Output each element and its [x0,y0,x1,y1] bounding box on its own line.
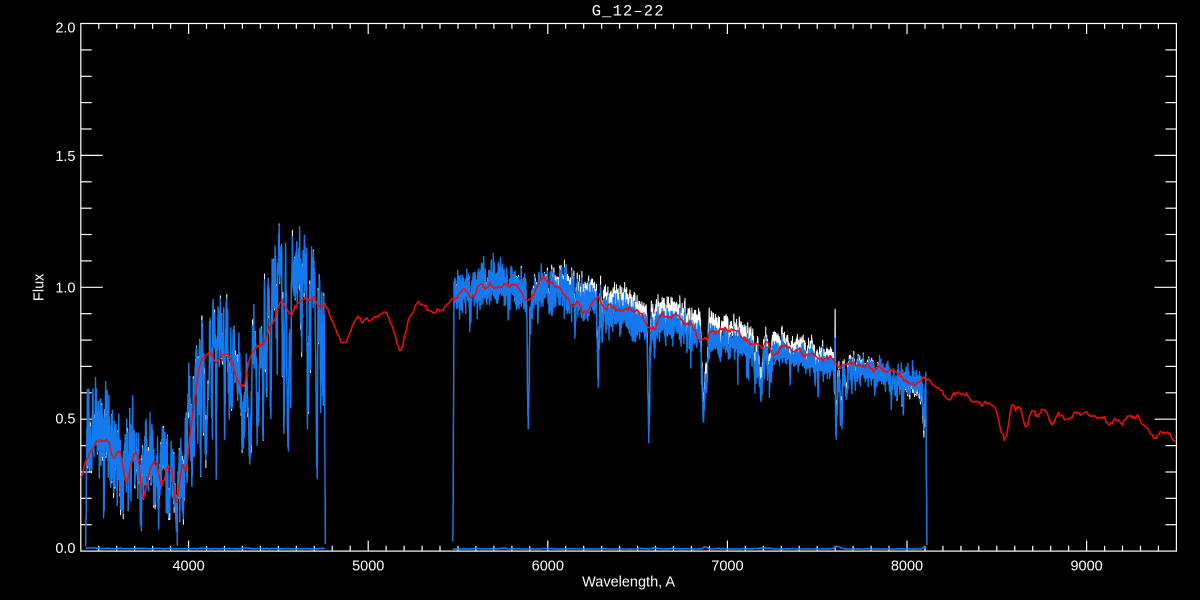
svg-text:G_12–22: G_12–22 [592,3,665,21]
svg-text:5000: 5000 [352,559,384,575]
svg-text:Flux: Flux [32,273,48,301]
svg-text:1.0: 1.0 [55,281,75,297]
svg-text:6000: 6000 [532,559,564,575]
svg-text:0.0: 0.0 [55,541,75,557]
svg-text:0.5: 0.5 [55,412,75,428]
svg-text:Wavelength, A: Wavelength, A [582,574,675,590]
svg-text:8000: 8000 [891,559,923,575]
svg-text:9000: 9000 [1070,559,1102,575]
svg-text:1.5: 1.5 [55,149,75,165]
svg-text:7000: 7000 [711,559,743,575]
svg-text:4000: 4000 [172,559,204,575]
svg-text:2.0: 2.0 [55,21,75,37]
